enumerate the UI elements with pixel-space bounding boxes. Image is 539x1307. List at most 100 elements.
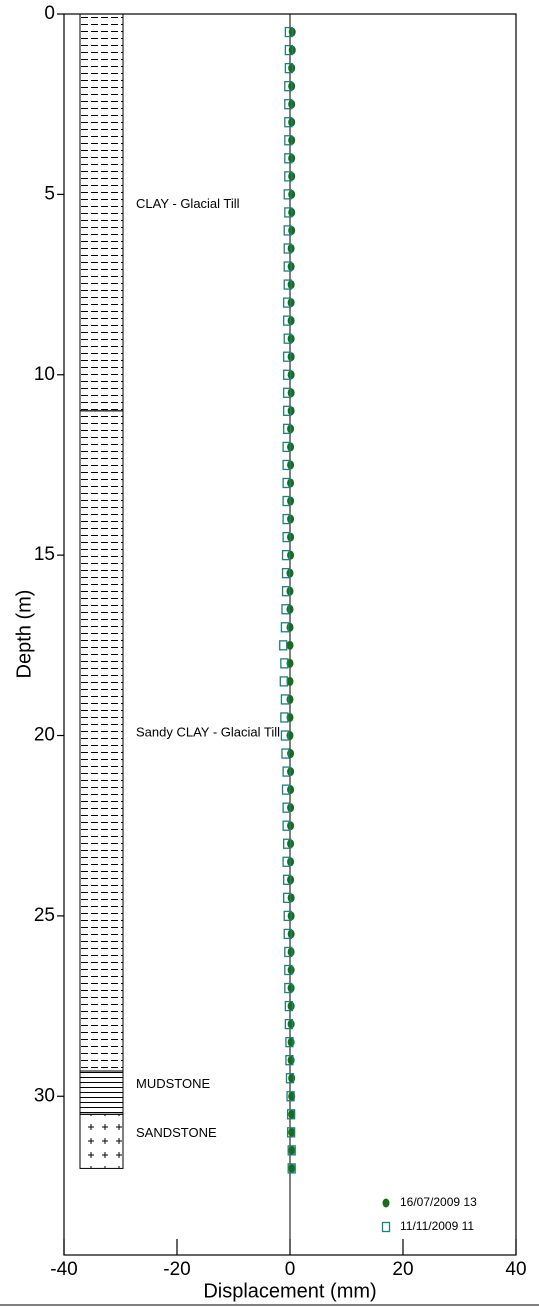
- data-point: [286, 1127, 296, 1138]
- data-point: [288, 1109, 296, 1119]
- data-point: [282, 477, 291, 489]
- data-point: [280, 622, 290, 633]
- x-tick-label: 40: [505, 1259, 526, 1280]
- data-point: [288, 1145, 296, 1155]
- data-point: [283, 297, 292, 308]
- data-point: [281, 549, 291, 561]
- x-tick-label: 20: [392, 1259, 413, 1280]
- x-tick-label: -40: [50, 1259, 77, 1280]
- data-point: [287, 1145, 296, 1156]
- data-point: [286, 622, 294, 632]
- y-tick-label: 20: [34, 725, 55, 746]
- y-axis-label: Depth (m): [13, 590, 35, 679]
- data-point: [286, 731, 294, 741]
- data-point: [287, 947, 295, 957]
- data-point: [282, 856, 291, 867]
- data-point: [282, 495, 291, 507]
- data-point: [283, 369, 292, 380]
- y-tick-label: 30: [34, 1085, 55, 1106]
- data-point: [284, 171, 293, 182]
- data-point: [283, 838, 292, 849]
- data-point: [284, 153, 293, 164]
- data-point: [288, 63, 296, 73]
- data-point: [283, 892, 292, 904]
- data-point: [282, 766, 291, 777]
- stratum-label: Sandy CLAY - Glacial Till: [136, 724, 280, 739]
- data-point: [283, 387, 292, 398]
- data-point: [286, 694, 294, 704]
- data-point: [284, 1018, 294, 1030]
- data-point: [282, 441, 291, 453]
- data-point: [286, 1091, 295, 1102]
- data-point: [282, 820, 291, 831]
- stratum-label: MUDSTONE: [136, 1076, 210, 1091]
- data-point: [281, 604, 290, 615]
- stratum-label: SANDSTONE: [136, 1125, 217, 1140]
- x-axis-label: Displacement (mm): [203, 1280, 376, 1302]
- data-point: [283, 874, 292, 885]
- data-point: [280, 658, 289, 669]
- data-point: [284, 117, 293, 128]
- data-point: [284, 135, 293, 146]
- data-point: [283, 351, 292, 362]
- data-point: [281, 748, 290, 759]
- data-point: [285, 1073, 295, 1084]
- data-point: [286, 604, 294, 614]
- legend-marker: [382, 1198, 390, 1208]
- data-point: [287, 983, 295, 993]
- data-point: [283, 928, 292, 940]
- data-point: [287, 1163, 296, 1174]
- data-point: [279, 676, 288, 687]
- data-point: [281, 784, 291, 795]
- data-point: [283, 315, 292, 326]
- data-point: [285, 1037, 294, 1048]
- data-point: [284, 964, 293, 976]
- data-point: [287, 550, 295, 560]
- data-point: [284, 26, 294, 38]
- stratum: [79, 13, 124, 412]
- data-point: [283, 261, 292, 272]
- data-point: [287, 1001, 295, 1011]
- y-tick-label: 25: [34, 905, 55, 926]
- data-point: [282, 531, 291, 543]
- data-point: [280, 712, 289, 723]
- data-point: [279, 640, 288, 651]
- y-tick-label: 15: [34, 544, 55, 565]
- data-point: [280, 730, 290, 741]
- data-point: [283, 405, 292, 416]
- x-tick-label: 0: [285, 1259, 296, 1280]
- data-point: [283, 910, 292, 922]
- y-tick-label: 10: [34, 364, 55, 385]
- data-point: [282, 802, 291, 813]
- stratum: [79, 410, 124, 1072]
- data-point: [284, 207, 293, 218]
- data-point: [283, 225, 292, 236]
- x-tick-label: -20: [163, 1259, 190, 1280]
- data-point: [287, 785, 295, 795]
- data-point: [286, 1109, 296, 1120]
- data-point: [283, 189, 292, 200]
- legend-marker: [381, 1221, 391, 1233]
- stratum: [79, 1070, 124, 1115]
- data-point: [280, 694, 290, 705]
- stratum-label: CLAY - Glacial Till: [136, 196, 240, 211]
- data-point: [283, 423, 292, 435]
- data-point: [284, 62, 294, 74]
- y-tick-label: 0: [44, 3, 55, 24]
- data-point: [282, 459, 291, 471]
- legend-label: 16/07/2009 13: [400, 1195, 477, 1209]
- data-point: [288, 1163, 296, 1173]
- legend-label: 11/11/2009 11: [400, 1219, 474, 1233]
- data-point: [284, 982, 293, 994]
- data-point: [286, 640, 294, 650]
- data-point: [286, 676, 294, 686]
- data-point: [284, 946, 293, 958]
- data-point: [283, 279, 292, 290]
- data-point: [281, 568, 291, 579]
- data-point: [287, 965, 295, 975]
- data-point: [282, 513, 291, 525]
- data-point: [287, 1019, 295, 1029]
- data-point: [285, 1055, 294, 1066]
- data-point: [287, 749, 295, 759]
